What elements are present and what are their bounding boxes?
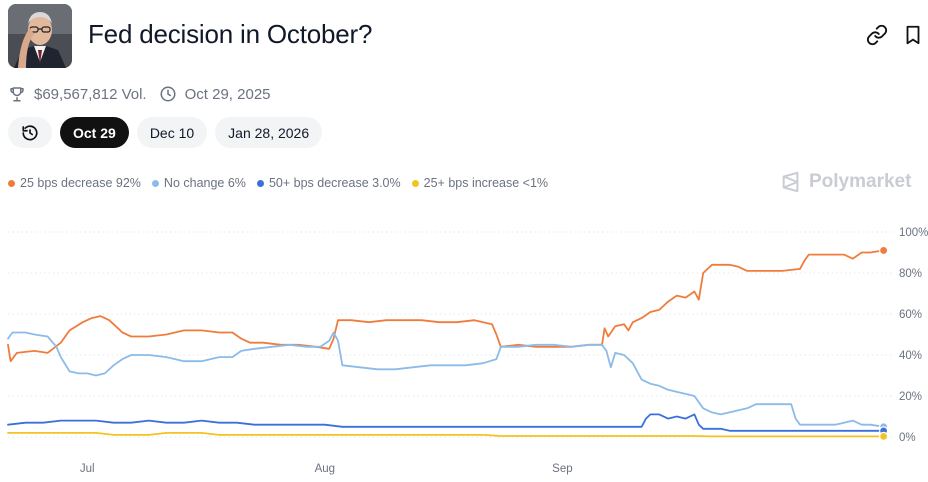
legend-label: 25 bps decrease 92%	[20, 176, 141, 190]
date-tabs: Oct 29 Dec 10 Jan 28, 2026	[8, 117, 330, 148]
market-meta: $69,567,812 Vol. Oct 29, 2025	[8, 84, 283, 104]
tab-oct-29[interactable]: Oct 29	[60, 117, 129, 148]
y-tick-label: 60%	[899, 309, 922, 321]
y-tick-label: 100%	[899, 227, 928, 239]
y-tick-label: 20%	[899, 391, 922, 403]
tab-history[interactable]	[8, 117, 52, 148]
legend-label: 25+ bps increase <1%	[423, 176, 549, 190]
y-axis-labels: 100% 80% 60% 40% 20% 0%	[899, 227, 928, 444]
series-line-no-change	[7, 331, 885, 428]
chart-legend: 25 bps decrease 92% No change 6% 50+ bps…	[8, 176, 559, 190]
legend-item-50bps-decrease: 50+ bps decrease 3.0%	[256, 176, 401, 190]
series-line-25-bps-decrease	[7, 249, 885, 363]
polymarket-icon	[782, 171, 799, 193]
bookmark-icon[interactable]	[902, 24, 924, 46]
link-icon[interactable]	[866, 24, 888, 46]
x-tick-label: Aug	[315, 463, 335, 475]
legend-dot	[411, 179, 419, 187]
y-tick-label: 80%	[899, 268, 922, 280]
trophy-icon	[10, 87, 24, 102]
x-axis-labels: Jul Aug Sep	[80, 463, 573, 475]
legend-dot	[151, 179, 159, 187]
chart-series	[7, 249, 885, 438]
volume-text: $69,567,812 Vol.	[34, 85, 147, 103]
market-avatar	[8, 4, 72, 68]
x-tick-label: Sep	[552, 463, 572, 475]
legend-item-25bps-decrease: 25 bps decrease 92%	[8, 176, 141, 190]
series-end-marker	[878, 245, 889, 256]
end-date-text: Oct 29, 2025	[184, 85, 271, 103]
tab-jan-28-2026[interactable]: Jan 28, 2026	[215, 117, 323, 148]
tab-dec-10[interactable]: Dec 10	[136, 117, 208, 148]
chart-grid	[8, 231, 892, 438]
y-tick-label: 40%	[899, 350, 922, 362]
history-icon	[22, 124, 38, 141]
x-tick-label: Jul	[80, 463, 95, 475]
series-end-marker	[878, 431, 889, 441]
series-line-25-bps-increase	[7, 432, 885, 438]
legend-dot	[256, 179, 264, 187]
y-tick-label: 0%	[899, 432, 916, 444]
clock-icon	[160, 86, 176, 102]
series-line-50-bps-decrease	[7, 413, 885, 432]
probability-chart: 100% 80% 60% 40% 20% 0% Jul Aug Sep	[7, 227, 928, 475]
legend-label: No change 6%	[163, 176, 246, 190]
legend-label: 50+ bps decrease 3.0%	[268, 176, 401, 190]
avatar-portrait	[8, 4, 72, 68]
legend-dot	[8, 179, 15, 187]
polymarket-logo: Polymarket	[780, 171, 911, 193]
page-title: Fed decision in October?	[88, 19, 373, 49]
chart-end-markers	[878, 245, 889, 441]
legend-item-no-change: No change 6%	[151, 176, 246, 190]
brand-name: Polymarket	[809, 171, 912, 192]
legend-item-25bps-increase: 25+ bps increase <1%	[411, 176, 549, 190]
